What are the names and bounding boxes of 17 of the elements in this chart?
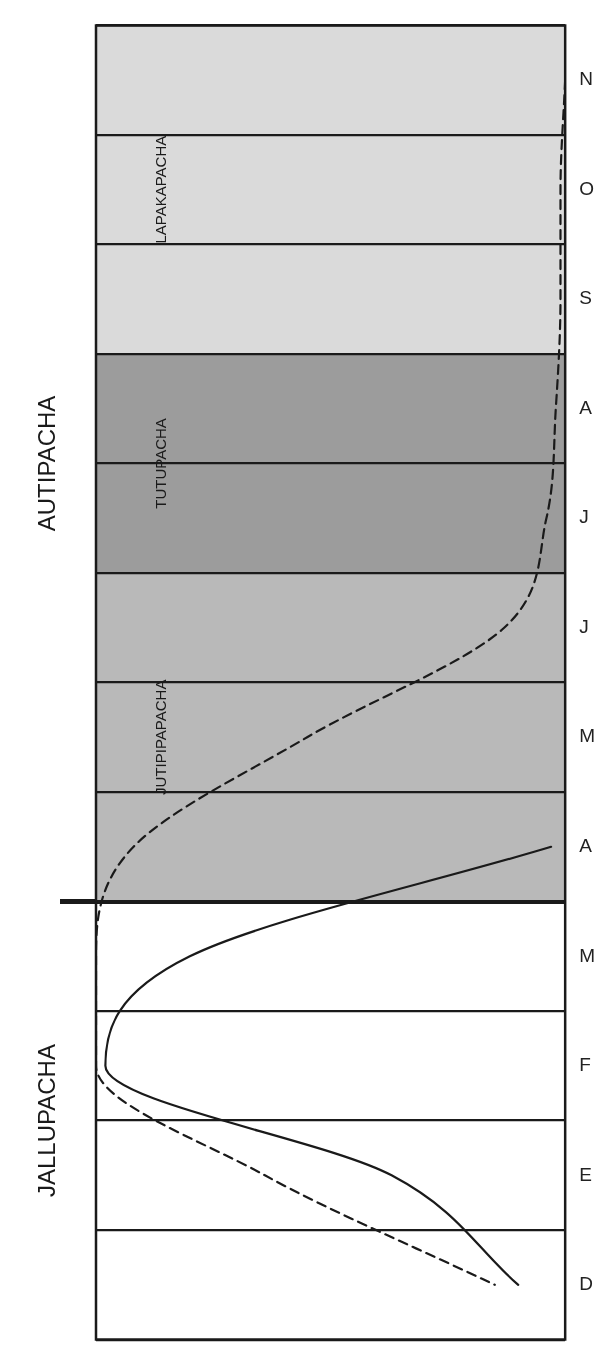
y-tick-label: A [579,835,593,857]
y-tick-label: N [579,68,593,90]
y-tick-label: E [579,1163,592,1185]
annotation: TUTUPACHA [151,418,169,509]
y-tick-label: F [579,1054,591,1076]
y-tick-label: M [579,725,595,747]
y-tick-label: A [579,396,593,418]
y-tick-label: D [579,1273,593,1295]
y-tick-label: M [579,944,595,966]
y-tick-label: J [579,615,589,637]
text: JALLUPACHA [32,1044,60,1198]
y-tick-label: J [579,506,589,528]
annotation: JUTIPIPAPACHA [151,679,169,795]
y-tick-label: S [579,287,592,309]
annotation: LAPAKAPACHA [151,135,169,244]
text: AUTIPACHA [32,395,60,532]
y-tick-label: O [579,177,594,199]
